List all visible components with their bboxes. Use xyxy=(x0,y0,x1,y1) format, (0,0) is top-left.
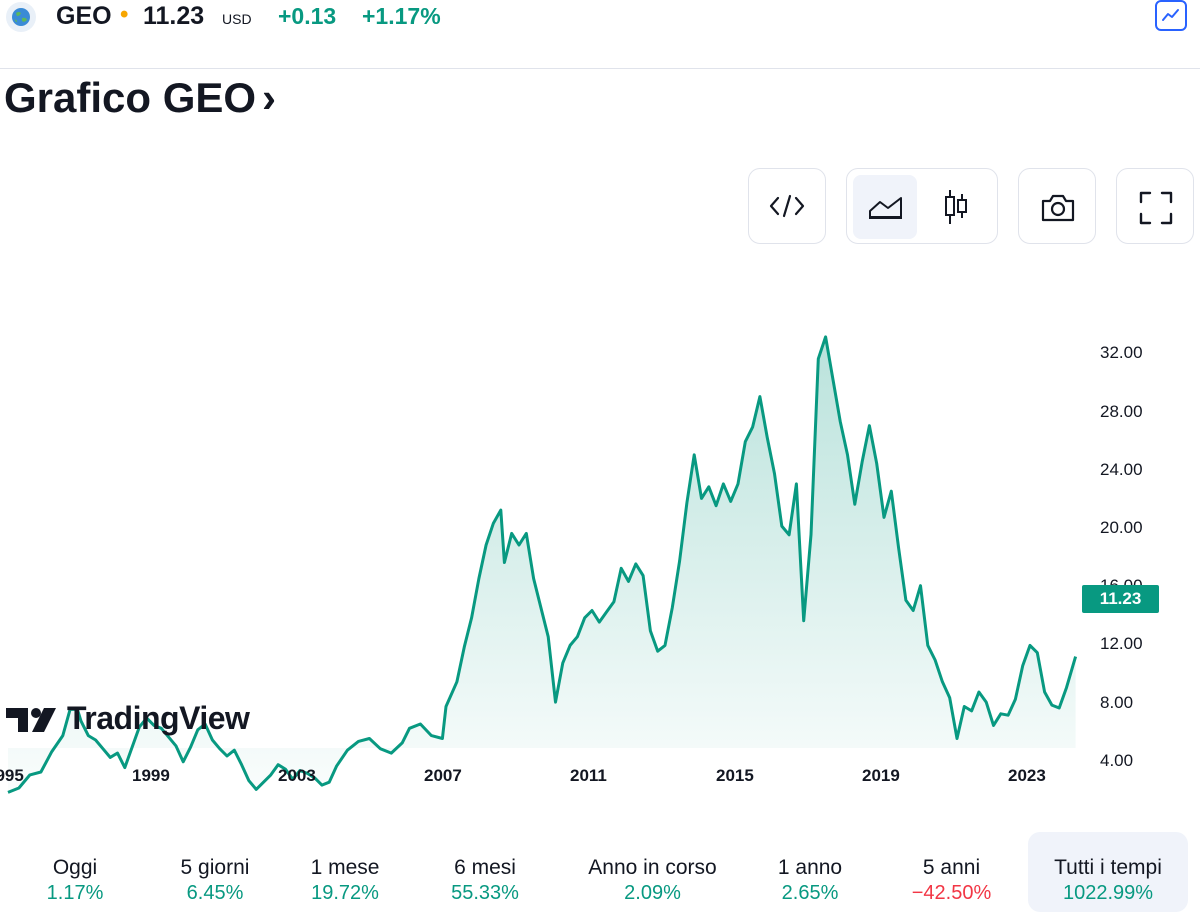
y-tick-label: 8.00 xyxy=(1100,692,1134,712)
period-label: Anno in corso xyxy=(588,856,717,879)
chevron-right-icon[interactable]: › xyxy=(262,74,276,121)
currency-label: USD xyxy=(222,11,252,27)
x-tick-label: 1995 xyxy=(0,766,24,785)
y-tick-label: 28.00 xyxy=(1100,401,1143,421)
price-change: +0.13 xyxy=(278,3,337,29)
tradingview-wordmark[interactable]: TradingView xyxy=(67,700,250,736)
period-change: 1022.99% xyxy=(1062,882,1154,904)
period-tab[interactable]: 1 mese 19.72% xyxy=(280,832,410,912)
line-chart-icon[interactable] xyxy=(1155,0,1187,31)
x-tick-label: 2015 xyxy=(716,766,754,785)
period-change: 19.72% xyxy=(311,882,379,904)
candlestick-icon xyxy=(945,190,967,224)
period-tab[interactable]: 5 giorni 6.45% xyxy=(150,832,280,912)
price-area-fill xyxy=(8,336,1076,793)
embed-button[interactable] xyxy=(748,168,826,244)
period-tab[interactable]: Oggi 1.17% xyxy=(0,832,150,912)
x-tick-label: 2007 xyxy=(424,766,462,785)
period-change: 1.17% xyxy=(46,882,104,904)
page-title[interactable]: Grafico GEO xyxy=(4,74,257,121)
fullscreen-button[interactable] xyxy=(1116,168,1194,244)
last-price: 11.23 xyxy=(143,2,205,30)
period-label: 1 anno xyxy=(777,856,843,879)
price-chart[interactable] xyxy=(0,250,1200,810)
period-tab[interactable]: 5 anni −42.50% xyxy=(875,832,1028,912)
globe-logo-icon xyxy=(6,2,36,32)
code-icon xyxy=(769,194,805,218)
price-change-percent: +1.17% xyxy=(362,3,441,29)
last-price-label: 11.23 xyxy=(1082,585,1159,613)
period-tab[interactable]: Tutti i tempi 1022.99% xyxy=(1028,832,1188,912)
area-chart-icon xyxy=(869,197,902,219)
y-tick-label: 4.00 xyxy=(1100,750,1134,770)
period-label: Oggi xyxy=(52,856,98,879)
y-tick-label: 24.00 xyxy=(1100,459,1143,479)
period-change: 6.45% xyxy=(186,882,244,904)
fullscreen-icon xyxy=(1139,191,1173,225)
period-change: −42.50% xyxy=(911,882,992,904)
camera-icon xyxy=(1041,194,1075,222)
y-tick-label: 12.00 xyxy=(1100,634,1143,654)
ticker-symbol[interactable]: GEO xyxy=(56,2,112,30)
x-tick-label: 2019 xyxy=(862,766,900,785)
x-tick-label: 1999 xyxy=(132,766,170,785)
period-tab[interactable]: 1 anno 2.65% xyxy=(745,832,875,912)
x-tick-label: 2003 xyxy=(278,766,316,785)
period-label: 5 anni xyxy=(922,856,981,879)
x-tick-label: 2011 xyxy=(570,766,607,785)
area-chart-button[interactable] xyxy=(853,175,917,239)
period-change: 2.65% xyxy=(781,882,839,904)
x-tick-label: 2023 xyxy=(1008,766,1046,785)
period-change: 55.33% xyxy=(451,882,519,904)
period-tab[interactable]: 6 mesi 55.33% xyxy=(410,832,560,912)
period-label: Tutti i tempi xyxy=(1054,856,1162,879)
period-label: 5 giorni xyxy=(180,856,250,879)
period-change: 2.09% xyxy=(624,882,681,904)
period-label: 1 mese xyxy=(310,856,380,879)
candlestick-button[interactable] xyxy=(923,175,987,239)
chart-style-switch xyxy=(846,168,998,244)
period-label: 6 mesi xyxy=(454,856,516,879)
period-tab[interactable]: Anno in corso 2.09% xyxy=(560,832,745,912)
tradingview-logo-icon[interactable] xyxy=(6,702,62,738)
symbol-header: GEO • 11.23 USD +0.13 +1.17% xyxy=(0,0,1200,69)
snapshot-button[interactable] xyxy=(1018,168,1096,244)
price-line xyxy=(7,335,1078,794)
market-status-dot: • xyxy=(120,1,129,28)
y-tick-label: 32.00 xyxy=(1100,343,1143,363)
y-tick-label: 20.00 xyxy=(1100,518,1143,537)
